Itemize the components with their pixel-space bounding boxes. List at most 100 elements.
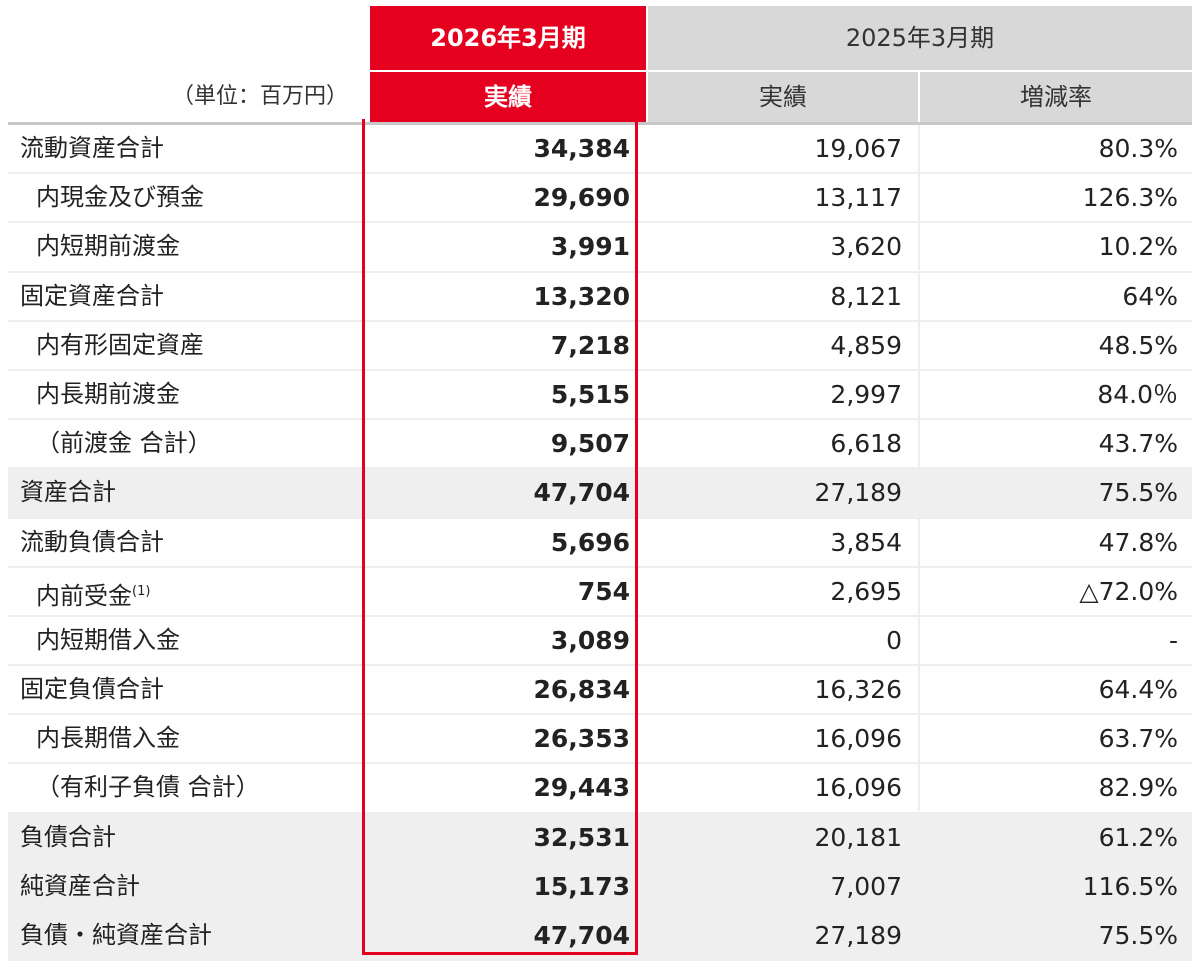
change-rate: 126.3% [1082,183,1178,213]
change-rate: 84.0％ [1097,379,1178,409]
column-divider [918,567,920,615]
current-value: 3,991 [370,223,646,271]
current-value: 13,320 [370,272,646,320]
change-rate: 63.7% [1098,724,1178,754]
current-value: 9,507 [370,420,646,468]
change-rate: 47.8% [1098,527,1178,557]
table-row: 純資産合計 15,173 7,007 116.5% [8,862,1192,912]
previous-value: 20,181 [814,822,902,852]
previous-actual-header: 実績 [648,72,918,122]
change-rate: 75.5% [1098,478,1178,508]
previous-value: 19,067 [814,134,902,163]
change-rate: - [1168,625,1178,655]
column-divider [918,764,920,812]
header-divider [8,122,1192,125]
current-value: 3,089 [370,616,646,664]
current-value: 754 [370,567,646,615]
current-value: 26,834 [370,666,646,714]
previous-value: 7,007 [830,871,902,901]
balance-sheet-table: （単位：百万円） 2026年3月期 実績 2025年3月期 実績 増減率 流動資… [8,6,1192,962]
change-rate: 116.5% [1082,871,1178,901]
current-value: 32,531 [370,813,646,861]
table-row: 内有形固定資産 7,218 4,859 48.5% [8,321,1192,371]
column-divider [918,518,920,566]
change-rate-header: 増減率 [920,72,1192,122]
change-rate: 64.4% [1098,675,1178,705]
row-label: （前渡金 合計） [36,429,212,458]
column-divider [918,469,920,517]
current-value: 29,443 [370,764,646,812]
row-label: 内長期前渡金 [36,379,180,408]
column-divider [918,666,920,714]
change-rate: 80.3% [1098,134,1178,163]
row-label: 内有形固定資産 [36,330,204,359]
table-row: 流動資産合計 34,384 19,067 80.3% [8,125,1192,175]
current-actual-header: 実績 [370,72,646,122]
current-value: 7,218 [370,321,646,369]
previous-value: 3,854 [830,527,902,557]
footnote-marker: (1) [132,583,151,599]
column-divider [918,420,920,468]
table-body: 流動資産合計 34,384 19,067 80.3% 内現金及び預金 29,690 13,1… [8,125,1192,962]
change-rate: 64% [1122,281,1178,311]
column-divider [918,715,920,763]
previous-value: 16,096 [814,724,902,754]
row-label: 固定負債合計 [20,675,164,704]
row-label: 内現金及び預金 [36,183,204,212]
previous-value: 2,997 [830,379,902,409]
column-divider [918,813,920,861]
row-label: 内前受金(1) [36,581,151,610]
previous-value: 8,121 [830,281,902,311]
row-label: 内長期借入金 [36,724,180,753]
change-rate: 75.5% [1098,921,1178,950]
table-row: 負債・純資産合計 47,704 27,189 75.5% [8,912,1192,962]
column-divider [918,223,920,271]
row-label: 負債・純資産合計 [20,921,212,949]
column-divider [918,912,920,959]
current-value: 47,704 [370,469,646,517]
row-label: 負債合計 [20,822,116,851]
change-rate: 43.7% [1098,429,1178,459]
current-value: 47,704 [370,912,646,959]
column-divider [918,272,920,320]
row-label: （有利子負債 合計） [36,773,260,802]
column-divider [918,616,920,664]
previous-value: 27,189 [814,921,902,950]
current-value: 29,690 [370,174,646,222]
table-row: 固定資産合計 13,320 8,121 64% [8,272,1192,322]
change-rate: 82.9% [1098,773,1178,803]
table-row: 内短期前渡金 3,991 3,620 10.2% [8,223,1192,273]
previous-value: 27,189 [814,478,902,508]
table-row: 資産合計 47,704 27,189 75.5% [8,469,1192,519]
change-rate: 61.2% [1098,822,1178,852]
change-rate: 10.2% [1098,232,1178,262]
column-divider [918,321,920,369]
row-label: 流動資産合計 [20,134,164,162]
current-value: 5,696 [370,518,646,566]
current-value: 26,353 [370,715,646,763]
previous-value: 16,326 [814,675,902,705]
unit-label: （単位：百万円） [171,84,348,109]
table-row: （前渡金 合計） 9,507 6,618 43.7% [8,420,1192,470]
current-value: 34,384 [370,125,646,172]
previous-value: 4,859 [830,330,902,360]
previous-value: 2,695 [830,576,902,606]
previous-value: 3,620 [830,232,902,262]
change-rate: 48.5% [1098,330,1178,360]
current-value: 5,515 [370,370,646,418]
previous-value: 6,618 [830,429,902,459]
table-row: 内長期借入金 26,353 16,096 63.7% [8,715,1192,765]
previous-period-header: 2025年3月期 [648,6,1192,70]
column-divider [918,370,920,418]
change-rate: △72.0% [1079,576,1178,606]
table-row: 内短期借入金 3,089 0 - [8,616,1192,667]
row-label: 固定資産合計 [20,281,164,310]
row-label: 内短期前渡金 [36,232,180,261]
current-period-header: 2026年3月期 [370,6,646,70]
column-divider [918,125,920,172]
table-header: （単位：百万円） 2026年3月期 実績 2025年3月期 実績 増減率 [8,6,1192,125]
current-value: 15,173 [370,862,646,910]
previous-value: 0 [886,625,902,655]
row-label: 純資産合計 [20,871,140,900]
table-row: 内現金及び預金 29,690 13,117 126.3% [8,174,1192,224]
